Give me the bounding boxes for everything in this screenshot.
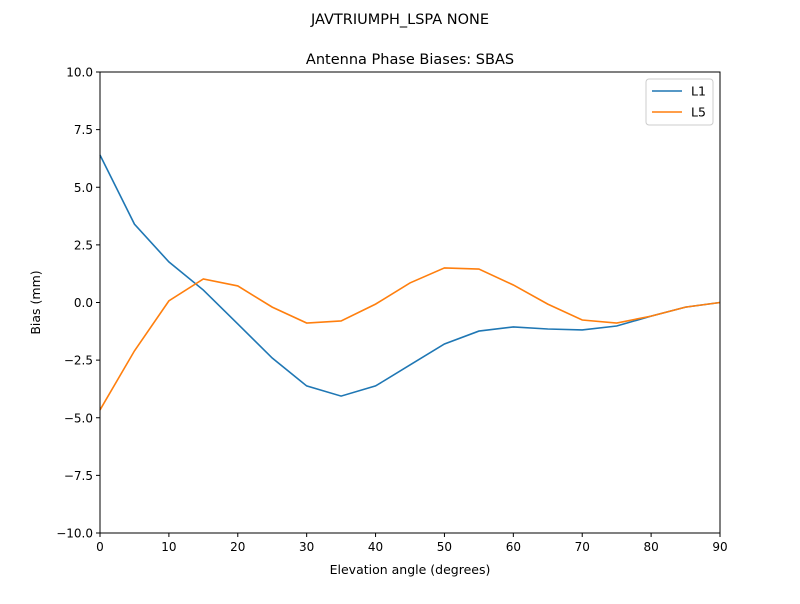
y-tick-label: −2.5: [64, 354, 93, 368]
x-tick-label: 10: [161, 540, 176, 554]
x-tick-label: 40: [368, 540, 383, 554]
y-tick-label: 2.5: [74, 238, 93, 252]
legend-label-l1: L1: [691, 84, 706, 99]
y-tick-label: 10.0: [66, 66, 93, 80]
x-tick-label: 30: [299, 540, 314, 554]
y-tick-label: −5.0: [64, 411, 93, 425]
x-tick-label: 90: [712, 540, 727, 554]
chart-suptitle: JAVTRIUMPH_LSPA NONE: [310, 12, 489, 28]
x-tick-label: 50: [437, 540, 452, 554]
y-tick-label: −7.5: [64, 469, 93, 483]
y-tick-label: 5.0: [74, 181, 93, 195]
y-tick-label: 7.5: [74, 123, 93, 137]
series-line-l1: [99, 154, 721, 397]
y-axis-label: Bias (mm): [28, 270, 43, 334]
x-axis: 0 10 20 30 40 50 60 70 80 90: [96, 533, 728, 554]
chart-title: Antenna Phase Biases: SBAS: [306, 52, 514, 68]
x-tick-label: 80: [643, 540, 658, 554]
y-tick-label: −10.0: [56, 527, 93, 541]
x-axis-label: Elevation angle (degrees): [330, 562, 491, 577]
x-tick-label: 0: [96, 540, 104, 554]
series-layer: [99, 154, 721, 411]
x-tick-label: 20: [230, 540, 245, 554]
x-tick-label: 70: [575, 540, 590, 554]
plot-frame: [99, 71, 721, 534]
series-line-l5: [99, 267, 721, 411]
legend-label-l5: L5: [691, 105, 706, 120]
y-tick-label: 0.0: [74, 296, 93, 310]
x-tick-label: 60: [506, 540, 521, 554]
y-axis: −10.0 −7.5 −5.0 −2.5 0.0 2.5 5.0 7.5 10.0: [56, 66, 100, 541]
